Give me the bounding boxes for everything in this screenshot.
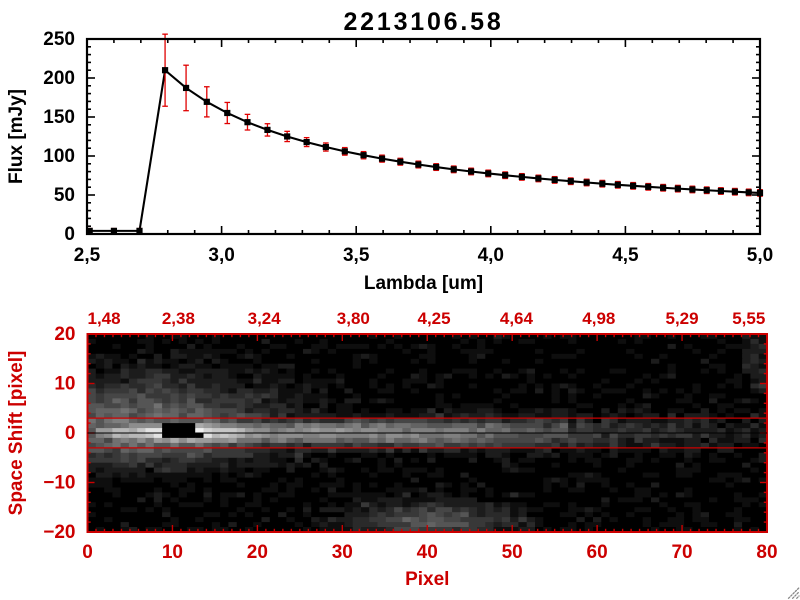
svg-text:2,5: 2,5 — [74, 245, 101, 266]
svg-text:80: 80 — [756, 542, 777, 563]
svg-text:0: 0 — [64, 224, 75, 245]
svg-text:1,48: 1,48 — [88, 309, 121, 328]
svg-text:40: 40 — [417, 542, 438, 563]
svg-text:100: 100 — [43, 146, 75, 167]
svg-text:Flux [mJy]: Flux [mJy] — [6, 89, 27, 184]
svg-text:4,98: 4,98 — [582, 309, 615, 328]
svg-text:20: 20 — [247, 542, 268, 563]
svg-text:2213106.58: 2213106.58 — [343, 8, 503, 36]
svg-text:3,24: 3,24 — [248, 309, 282, 328]
svg-text:2,38: 2,38 — [162, 309, 195, 328]
svg-text:3,0: 3,0 — [208, 245, 234, 266]
svg-text:−10: −10 — [43, 473, 75, 494]
svg-text:30: 30 — [332, 542, 353, 563]
svg-text:Space Shift [pixel]: Space Shift [pixel] — [6, 351, 27, 516]
svg-text:200: 200 — [43, 68, 75, 89]
svg-text:10: 10 — [54, 374, 75, 395]
svg-text:0: 0 — [65, 423, 76, 444]
svg-text:150: 150 — [43, 107, 75, 128]
svg-text:5,55: 5,55 — [732, 309, 765, 328]
svg-text:3,5: 3,5 — [343, 245, 370, 266]
svg-text:70: 70 — [671, 542, 692, 563]
svg-text:Pixel: Pixel — [405, 569, 449, 590]
svg-text:5,0: 5,0 — [747, 245, 773, 266]
svg-text:60: 60 — [587, 542, 608, 563]
svg-text:5,29: 5,29 — [666, 309, 699, 328]
svg-text:4,0: 4,0 — [478, 245, 504, 266]
svg-text:50: 50 — [54, 185, 75, 206]
svg-text:4,5: 4,5 — [612, 245, 639, 266]
svg-text:10: 10 — [162, 542, 183, 563]
svg-text:4,25: 4,25 — [418, 309, 451, 328]
svg-text:20: 20 — [54, 324, 75, 345]
svg-text:0: 0 — [82, 542, 93, 563]
svg-text:Lambda [um]: Lambda [um] — [364, 273, 483, 294]
svg-text:250: 250 — [43, 29, 75, 50]
svg-text:50: 50 — [502, 542, 523, 563]
svg-text:−20: −20 — [43, 522, 75, 543]
svg-text:3,80: 3,80 — [337, 309, 370, 328]
svg-text:4,64: 4,64 — [500, 309, 534, 328]
